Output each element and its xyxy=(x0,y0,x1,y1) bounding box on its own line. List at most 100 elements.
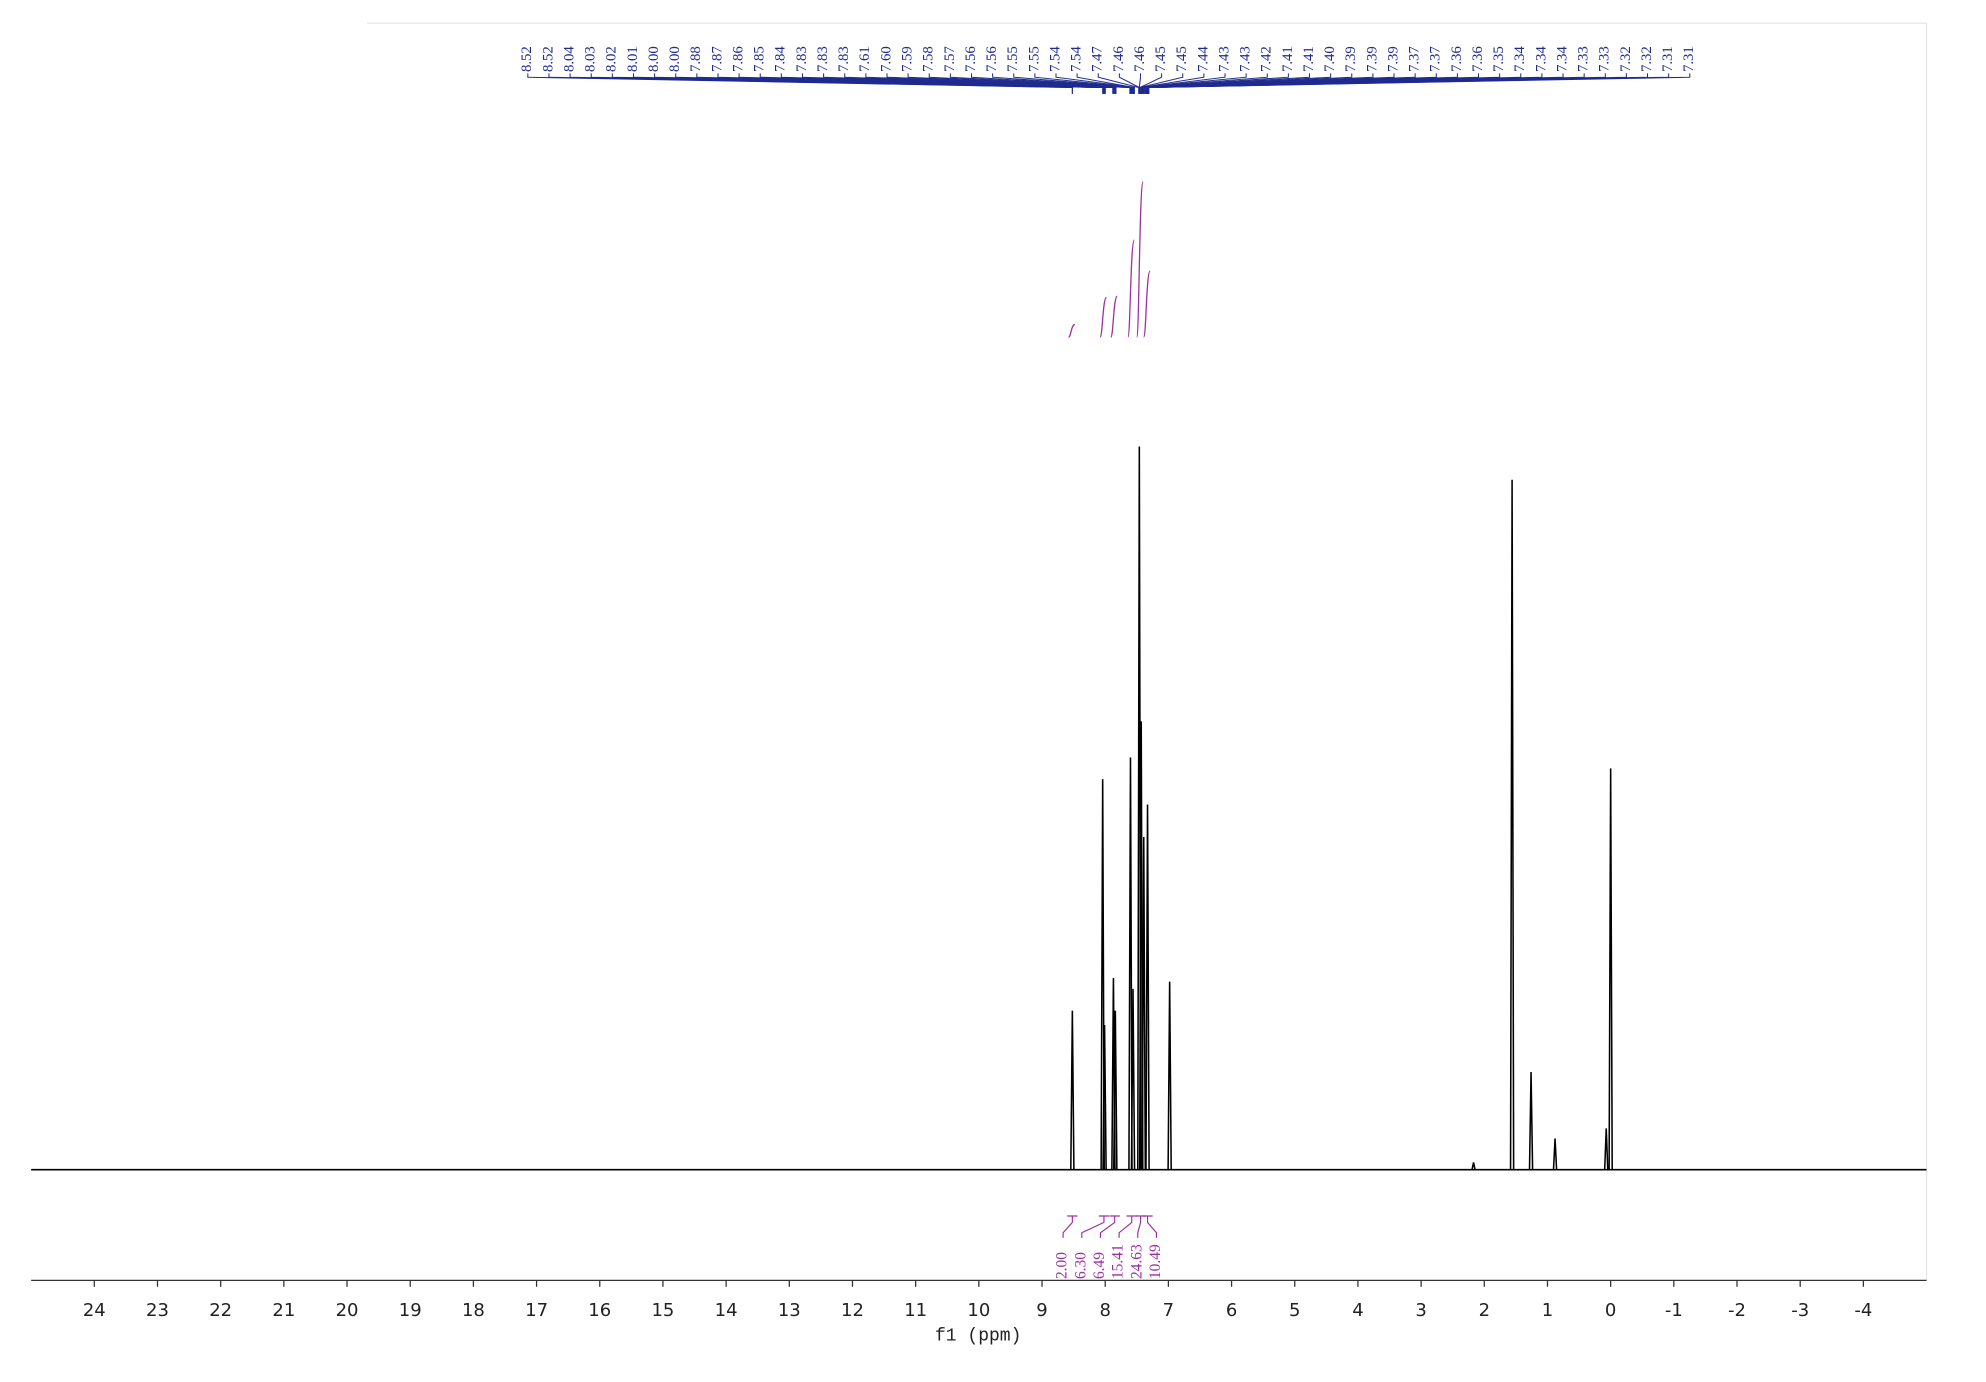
peak-label: 8.04 xyxy=(561,46,577,72)
peak-label: 7.39 xyxy=(1385,46,1401,72)
x-tick-label: 19 xyxy=(399,1300,422,1321)
x-axis-label: f1 (ppm) xyxy=(935,1326,1021,1346)
peak-label: 7.55 xyxy=(1005,46,1021,72)
x-tick-label: 9 xyxy=(1036,1300,1047,1321)
x-tick-label: 7 xyxy=(1163,1300,1174,1321)
peak-label: 7.39 xyxy=(1364,46,1380,72)
peak-label: 7.58 xyxy=(921,46,937,72)
peak xyxy=(1608,768,1613,1170)
x-tick-label: 3 xyxy=(1415,1300,1426,1321)
integral-bracket xyxy=(1062,1215,1078,1238)
peak-label: 7.57 xyxy=(942,46,958,72)
x-tick-label: 20 xyxy=(336,1300,359,1321)
peak-label-connector xyxy=(1148,73,1691,94)
peak-label: 7.45 xyxy=(1153,46,1169,72)
peak-label: 7.36 xyxy=(1449,46,1465,72)
peak-label: 7.41 xyxy=(1280,46,1296,72)
peak-label-connector xyxy=(907,73,1132,94)
peak-label: 7.34 xyxy=(1533,46,1549,72)
integral-label: 2.00 xyxy=(1054,1252,1071,1279)
peak xyxy=(1070,1010,1075,1170)
x-tick-label: 11 xyxy=(904,1300,927,1321)
peak-label-connector xyxy=(928,73,1133,94)
integral-curve xyxy=(1110,295,1118,338)
peak-label-connector xyxy=(992,73,1134,94)
integral-curve xyxy=(1127,239,1135,338)
peak-label: 7.41 xyxy=(1301,46,1317,72)
peak xyxy=(1145,804,1150,1170)
peak-label-connector xyxy=(1140,73,1247,94)
x-tick-label: 18 xyxy=(462,1300,485,1321)
peak-label-connector xyxy=(1139,73,1184,94)
peak-label: 7.34 xyxy=(1512,46,1528,72)
peak xyxy=(1102,1025,1107,1170)
integral-bracket xyxy=(1142,1215,1157,1238)
integral-label: 10.49 xyxy=(1147,1244,1164,1279)
peak xyxy=(1528,1072,1534,1170)
peak-label: 7.54 xyxy=(1047,46,1063,72)
integral-bracket xyxy=(1118,1215,1137,1238)
peak xyxy=(1112,1010,1118,1170)
peak-label: 7.56 xyxy=(963,46,979,72)
x-tick-label: 10 xyxy=(967,1300,990,1321)
peak-label: 8.52 xyxy=(519,46,535,72)
peak-label: 8.01 xyxy=(625,46,641,72)
peak-label: 7.44 xyxy=(1195,46,1211,72)
integral-curve xyxy=(1143,270,1151,338)
peak xyxy=(1130,988,1136,1170)
integral-label: 24.63 xyxy=(1128,1244,1145,1279)
peak xyxy=(1509,479,1515,1170)
peak-label: 7.32 xyxy=(1639,46,1655,72)
peak-label: 7.36 xyxy=(1470,46,1486,72)
peak-label: 7.31 xyxy=(1681,46,1697,72)
integral-bracket xyxy=(1099,1215,1120,1238)
peak xyxy=(1471,1162,1476,1170)
x-tick-label: -2 xyxy=(1728,1300,1746,1321)
x-tick-label: -4 xyxy=(1854,1300,1872,1321)
peak-label: 7.46 xyxy=(1111,46,1127,72)
peak xyxy=(1552,1138,1558,1170)
x-tick-label: 15 xyxy=(651,1300,674,1321)
peak-label: 7.84 xyxy=(773,46,789,72)
peak-label-connector xyxy=(1141,73,1268,94)
peak-label: 7.56 xyxy=(984,46,1000,72)
peak-label: 7.35 xyxy=(1491,46,1507,72)
peak-label: 7.40 xyxy=(1322,46,1338,72)
peak-label: 7.33 xyxy=(1597,46,1613,72)
integral-label: 6.30 xyxy=(1072,1252,1089,1279)
peak-label-connector xyxy=(1076,73,1135,94)
peak-label: 7.42 xyxy=(1259,46,1275,72)
peak-label: 7.85 xyxy=(752,46,768,72)
peak-label: 7.33 xyxy=(1576,46,1592,72)
peak-label: 7.47 xyxy=(1090,46,1106,72)
peak-label-connector xyxy=(1034,73,1135,94)
peak-label: 7.83 xyxy=(794,46,810,72)
x-tick-label: 24 xyxy=(83,1300,106,1321)
x-tick-label: 8 xyxy=(1099,1300,1110,1321)
peak-label: 7.54 xyxy=(1069,46,1085,72)
peak xyxy=(1167,981,1172,1170)
x-tick-label: 2 xyxy=(1479,1300,1490,1321)
x-tick-label: 1 xyxy=(1542,1300,1553,1321)
peak-label: 7.45 xyxy=(1174,46,1190,72)
x-tick-label: 17 xyxy=(525,1300,548,1321)
x-tick-label: 14 xyxy=(715,1300,738,1321)
x-tick-label: 23 xyxy=(146,1300,169,1321)
x-tick-label: 0 xyxy=(1605,1300,1616,1321)
peak-label: 7.59 xyxy=(899,46,915,72)
peak-label: 7.32 xyxy=(1618,46,1634,72)
peak-label: 7.37 xyxy=(1428,46,1444,72)
peak-label-connector xyxy=(949,73,1133,94)
peak-label: 7.61 xyxy=(857,46,873,72)
peak-label: 7.46 xyxy=(1132,46,1148,72)
peak-label: 8.03 xyxy=(583,46,599,72)
peak-label-connector xyxy=(1141,73,1311,94)
peak-label: 7.43 xyxy=(1238,46,1254,72)
x-tick-label: -3 xyxy=(1791,1300,1809,1321)
x-tick-label: 6 xyxy=(1226,1300,1237,1321)
peak-label-connector xyxy=(1138,73,1142,94)
peak-label: 7.39 xyxy=(1343,46,1359,72)
peak-label: 8.00 xyxy=(667,46,683,72)
